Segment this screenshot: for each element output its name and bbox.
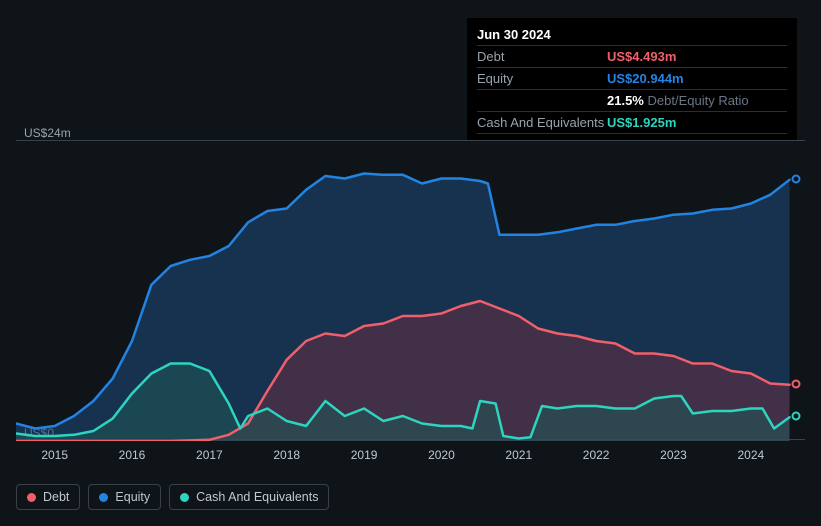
x-axis-tick: 2019 bbox=[351, 448, 378, 462]
x-axis-tick: 2021 bbox=[505, 448, 532, 462]
tooltip-value: US$20.944m bbox=[607, 68, 787, 90]
x-axis-tick: 2015 bbox=[41, 448, 68, 462]
x-axis-tick: 2018 bbox=[273, 448, 300, 462]
chart-tooltip: Jun 30 2024 Debt US$4.493m Equity US$20.… bbox=[467, 18, 797, 140]
x-axis-tick: 2023 bbox=[660, 448, 687, 462]
chart-plot-area bbox=[16, 140, 805, 440]
chart-legend: Debt Equity Cash And Equivalents bbox=[16, 484, 329, 510]
tooltip-row-equity: Equity US$20.944m bbox=[477, 68, 787, 90]
legend-dot-icon bbox=[27, 493, 36, 502]
tooltip-table: Debt US$4.493m Equity US$20.944m 21.5% D… bbox=[477, 45, 787, 134]
chart-svg bbox=[16, 141, 805, 441]
tooltip-label: Debt bbox=[477, 46, 607, 68]
tooltip-date: Jun 30 2024 bbox=[477, 24, 787, 45]
x-axis-tick: 2020 bbox=[428, 448, 455, 462]
legend-item-cash-and-equivalents[interactable]: Cash And Equivalents bbox=[169, 484, 329, 510]
legend-dot-icon bbox=[99, 493, 108, 502]
x-axis-tick: 2024 bbox=[737, 448, 764, 462]
tooltip-row-ratio: 21.5% Debt/Equity Ratio bbox=[477, 90, 787, 112]
x-axis: 2015 2016 2017 2018 2019 2020 2021 2022 2023 2024 bbox=[16, 448, 805, 464]
x-axis-tick: 2016 bbox=[119, 448, 146, 462]
tooltip-value: US$4.493m bbox=[607, 46, 787, 68]
tooltip-row-debt: Debt US$4.493m bbox=[477, 46, 787, 68]
series-end-marker bbox=[791, 412, 800, 421]
tooltip-ratio: 21.5% Debt/Equity Ratio bbox=[607, 90, 787, 112]
legend-item-debt[interactable]: Debt bbox=[16, 484, 80, 510]
tooltip-label: Cash And Equivalents bbox=[477, 112, 607, 134]
legend-label: Cash And Equivalents bbox=[196, 490, 318, 504]
legend-dot-icon bbox=[180, 493, 189, 502]
y-axis-label-max: US$24m bbox=[24, 126, 71, 140]
x-axis-tick: 2017 bbox=[196, 448, 223, 462]
tooltip-label: Equity bbox=[477, 68, 607, 90]
tooltip-row-cash: Cash And Equivalents US$1.925m bbox=[477, 112, 787, 134]
tooltip-value: US$1.925m bbox=[607, 112, 787, 134]
series-end-marker bbox=[791, 174, 800, 183]
series-end-marker bbox=[791, 379, 800, 388]
legend-item-equity[interactable]: Equity bbox=[88, 484, 161, 510]
legend-label: Debt bbox=[43, 490, 69, 504]
x-axis-tick: 2022 bbox=[583, 448, 610, 462]
legend-label: Equity bbox=[115, 490, 150, 504]
